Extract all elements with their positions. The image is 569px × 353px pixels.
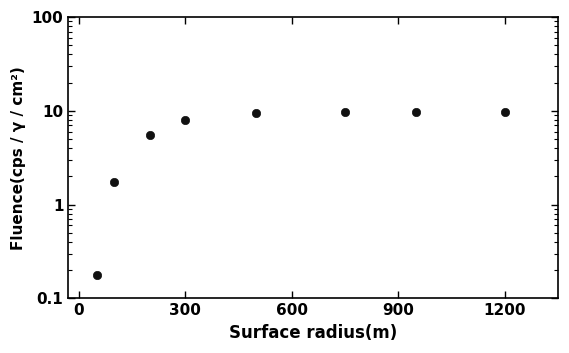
Y-axis label: Fluence(cps / γ / cm²): Fluence(cps / γ / cm²) <box>11 66 26 250</box>
X-axis label: Surface radius(m): Surface radius(m) <box>229 324 397 342</box>
